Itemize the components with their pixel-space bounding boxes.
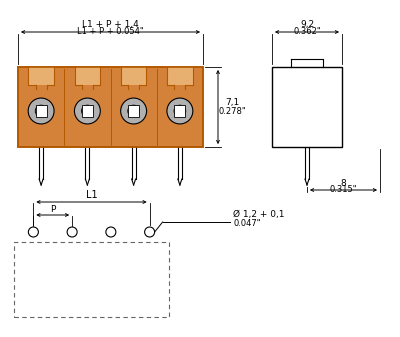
Text: 0.047": 0.047" bbox=[233, 219, 260, 228]
Circle shape bbox=[28, 227, 38, 237]
Bar bbox=[82, 105, 93, 117]
Bar bbox=[121, 67, 146, 85]
Text: 8: 8 bbox=[341, 179, 346, 187]
Bar bbox=[18, 67, 203, 147]
Circle shape bbox=[82, 105, 93, 117]
Circle shape bbox=[145, 227, 155, 237]
Circle shape bbox=[106, 227, 116, 237]
Text: L1: L1 bbox=[86, 190, 97, 200]
Bar bbox=[18, 67, 203, 147]
Circle shape bbox=[35, 105, 47, 117]
Circle shape bbox=[67, 227, 77, 237]
Text: P: P bbox=[50, 206, 56, 214]
Text: L1 + P + 0.054": L1 + P + 0.054" bbox=[77, 27, 144, 35]
Bar bbox=[167, 67, 192, 85]
Circle shape bbox=[121, 98, 146, 124]
Text: Ø 1,2 + 0,1: Ø 1,2 + 0,1 bbox=[233, 211, 284, 219]
Text: L1 + P + 1,4: L1 + P + 1,4 bbox=[82, 20, 139, 29]
Text: 0.362": 0.362" bbox=[293, 27, 321, 35]
Bar bbox=[75, 67, 100, 85]
Bar bbox=[128, 105, 139, 117]
Bar bbox=[272, 67, 342, 147]
Bar bbox=[14, 242, 169, 317]
Bar bbox=[174, 105, 186, 117]
Text: 7,1: 7,1 bbox=[225, 98, 239, 108]
Bar bbox=[28, 67, 54, 85]
Circle shape bbox=[128, 105, 140, 117]
Circle shape bbox=[74, 98, 100, 124]
Text: 0.315": 0.315" bbox=[330, 185, 357, 194]
Bar bbox=[36, 105, 47, 117]
Circle shape bbox=[174, 105, 186, 117]
Circle shape bbox=[167, 98, 193, 124]
Text: 9,2: 9,2 bbox=[300, 20, 314, 29]
Text: 0.278": 0.278" bbox=[218, 106, 246, 116]
Circle shape bbox=[28, 98, 54, 124]
